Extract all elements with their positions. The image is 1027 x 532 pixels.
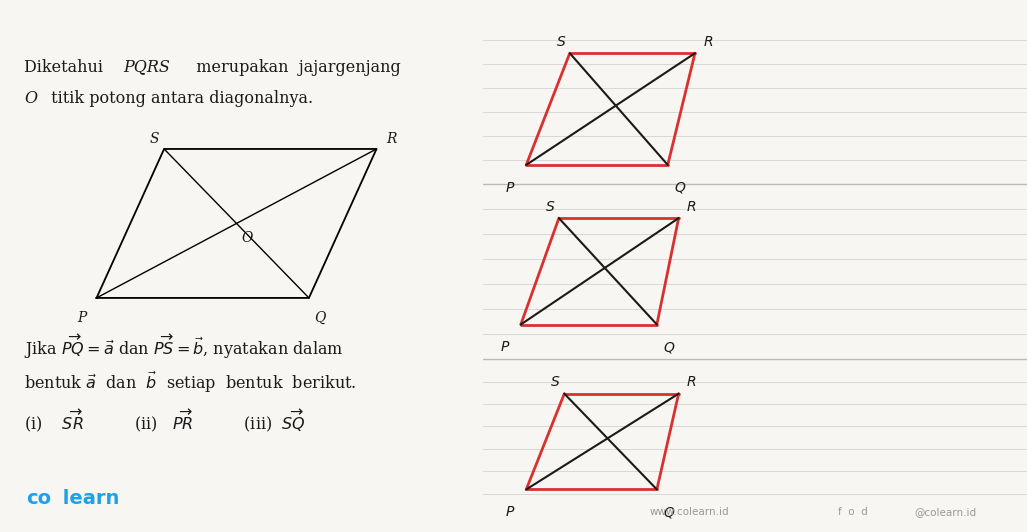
Text: O: O — [241, 231, 253, 245]
Text: O: O — [25, 90, 37, 107]
Text: P: P — [506, 181, 515, 195]
Text: S: S — [551, 376, 560, 389]
Text: titik potong antara diagonalnya.: titik potong antara diagonalnya. — [46, 90, 313, 107]
Text: Diketahui: Diketahui — [25, 59, 113, 76]
Text: PQRS: PQRS — [123, 59, 169, 76]
Text: (i)    $\overrightarrow{SR}$          (ii)   $\overrightarrow{PR}$          (iii: (i) $\overrightarrow{SR}$ (ii) $\overrig… — [25, 407, 306, 434]
Text: Q: Q — [675, 181, 685, 195]
Text: P: P — [77, 311, 87, 325]
Text: Q: Q — [663, 505, 675, 519]
Text: www.colearn.id: www.colearn.id — [650, 507, 729, 517]
Text: f  o  d: f o d — [838, 507, 868, 517]
Text: Q: Q — [314, 311, 326, 325]
Text: R: R — [703, 35, 713, 49]
Text: @colearn.id: @colearn.id — [914, 507, 977, 517]
Text: learn: learn — [55, 489, 119, 508]
Text: bentuk $\vec{a}$  dan  $\vec{b}$  setiap  bentuk  berikut.: bentuk $\vec{a}$ dan $\vec{b}$ setiap be… — [25, 370, 356, 395]
Text: P: P — [506, 505, 515, 519]
Text: R: R — [386, 132, 396, 146]
Text: R: R — [687, 376, 696, 389]
Text: P: P — [500, 340, 508, 354]
Text: merupakan  jajargenjang: merupakan jajargenjang — [186, 59, 401, 76]
Text: R: R — [687, 200, 696, 214]
Text: S: S — [557, 35, 566, 49]
Text: S: S — [150, 132, 159, 146]
Text: Q: Q — [663, 340, 675, 354]
Text: Jika $\overrightarrow{PQ}=\vec{a}$ dan $\overrightarrow{PS}=\vec{b}$, nyatakan d: Jika $\overrightarrow{PQ}=\vec{a}$ dan $… — [25, 332, 344, 361]
Text: S: S — [545, 200, 555, 214]
Text: co: co — [27, 489, 51, 508]
